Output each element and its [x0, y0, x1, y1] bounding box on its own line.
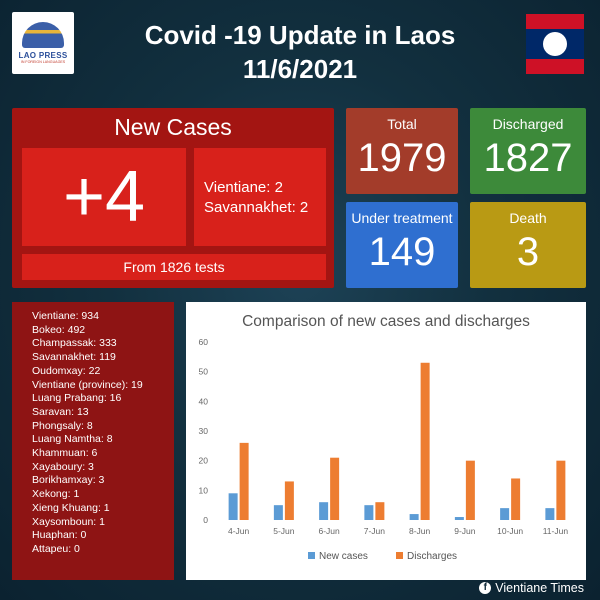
bar-new-cases — [228, 493, 238, 520]
death-box: Death 3 — [470, 202, 586, 288]
y-tick-label: 30 — [199, 426, 209, 436]
book-emblem-icon — [22, 22, 64, 48]
logo-text: LAO PRESS — [18, 51, 68, 60]
province-list-item: Bokeo: 492 — [32, 323, 86, 336]
total-value: 1979 — [357, 136, 447, 180]
death-value: 3 — [516, 230, 540, 274]
province-list-item: Savannakhet: 119 — [32, 351, 116, 364]
x-tick-label: 4-Jun — [228, 526, 250, 536]
lao-press-logo: LAO PRESS IN FOREIGN LANGUAGES — [12, 12, 74, 74]
bar-discharges — [239, 442, 249, 520]
comparison-chart: Comparison of new cases and discharges 0… — [199, 313, 569, 562]
discharged-box: Discharged 1827 — [470, 108, 586, 194]
logo-subtext: IN FOREIGN LANGUAGES — [20, 60, 66, 64]
bar-new-cases — [500, 508, 510, 520]
death-label: Death — [509, 210, 547, 226]
total-label: Total — [387, 116, 417, 132]
discharged-value: 1827 — [483, 136, 573, 180]
bar-new-cases — [273, 505, 283, 520]
laos-flag-icon — [526, 14, 584, 74]
flag-disc — [543, 32, 567, 56]
bar-new-cases — [409, 514, 419, 520]
province-list-item: Xekong: 1 — [32, 488, 80, 501]
under-treatment-label: Under treatment — [351, 210, 453, 226]
comparison-chart-panel: Comparison of new cases and discharges 0… — [186, 302, 586, 580]
legend-swatch — [396, 552, 403, 559]
new-cases-province: Savannakhet: 2 — [204, 199, 309, 216]
discharged-label: Discharged — [492, 116, 564, 132]
new-cases-province: Vientiane: 2 — [204, 179, 283, 196]
province-list-item: Luang Namtha: 8 — [32, 433, 113, 446]
bar-new-cases — [454, 517, 464, 520]
bar-discharges — [556, 460, 566, 520]
y-tick-label: 50 — [199, 367, 209, 377]
legend-swatch — [308, 552, 315, 559]
province-list-item: Saravan: 13 — [32, 405, 89, 418]
bar-new-cases — [364, 505, 374, 520]
credit-text: Vientiane Times — [495, 581, 584, 595]
new-cases-count: +4 — [22, 148, 186, 246]
province-list-item: Luang Prabang: 16 — [32, 392, 122, 405]
page-title: Covid -19 Update in Laos 11/6/2021 — [110, 18, 490, 86]
province-list-item: Attapeu: 0 — [32, 542, 80, 555]
legend-label: Discharges — [407, 551, 457, 562]
bar-discharges — [375, 502, 385, 520]
legend-label: New cases — [319, 551, 368, 562]
under-treatment-box: Under treatment 149 — [346, 202, 458, 288]
province-list-item: Vientiane: 934 — [32, 310, 99, 322]
province-list-item: Xayaboury: 3 — [32, 460, 94, 473]
x-tick-label: 7-Jun — [364, 526, 386, 536]
y-tick-label: 60 — [199, 337, 209, 347]
new-cases-panel: New Cases +4 Vientiane: 2 Savannakhet: 2… — [12, 108, 334, 288]
province-list-item: Borikhamxay: 3 — [32, 474, 105, 487]
title-date: 11/6/2021 — [242, 54, 358, 84]
province-list-item: Vientiane (province): 19 — [32, 378, 143, 391]
y-tick-label: 40 — [199, 396, 209, 406]
bar-discharges — [420, 362, 430, 520]
under-treatment-value: 149 — [368, 230, 436, 274]
chart-title: Comparison of new cases and discharges — [242, 313, 530, 330]
x-tick-label: 9-Jun — [454, 526, 476, 536]
x-tick-label: 11-Jun — [543, 526, 569, 536]
province-list: Vientiane: 934 Bokeo: 492 Champassak: 33… — [32, 310, 174, 557]
bar-new-cases — [319, 502, 329, 520]
province-list-item: Champassak: 333 — [32, 337, 117, 350]
province-list-item: Khammuan: 6 — [32, 447, 98, 460]
x-tick-label: 8-Jun — [409, 526, 431, 536]
bar-discharges — [330, 457, 340, 520]
new-cases-heading: New Cases — [114, 114, 232, 140]
x-tick-label: 10-Jun — [497, 526, 523, 536]
province-list-item: Xieng Khuang: 1 — [32, 501, 110, 514]
x-tick-label: 5-Jun — [273, 526, 295, 536]
new-cases-provinces: Vientiane: 2 Savannakhet: 2 — [194, 148, 326, 246]
credit: f Vientiane Times — [479, 581, 584, 595]
y-tick-label: 10 — [199, 485, 209, 495]
province-list-item: Phongsaly: 8 — [32, 419, 93, 432]
province-list-item: Huaphan: 0 — [32, 529, 87, 542]
tests-count: From 1826 tests — [22, 254, 326, 280]
y-tick-label: 0 — [203, 515, 208, 525]
province-totals-panel: Vientiane: 934 Bokeo: 492 Champassak: 33… — [12, 302, 174, 580]
bar-discharges — [511, 478, 521, 520]
x-tick-label: 6-Jun — [318, 526, 340, 536]
bar-discharges — [284, 481, 294, 520]
province-list-item: Oudomxay: 22 — [32, 364, 101, 377]
title-line-1: Covid -19 Update in Laos — [144, 20, 456, 50]
y-tick-label: 20 — [199, 456, 209, 466]
bar-new-cases — [545, 508, 555, 520]
facebook-icon: f — [479, 582, 492, 594]
total-box: Total 1979 — [346, 108, 458, 194]
province-list-item: Xaysomboun: 1 — [32, 515, 105, 528]
bar-discharges — [465, 460, 475, 520]
